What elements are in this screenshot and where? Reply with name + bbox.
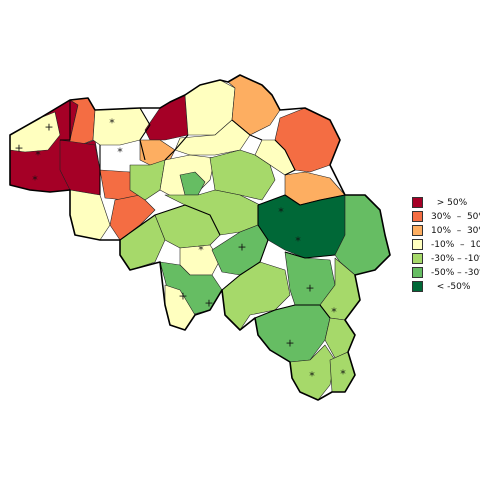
marker-plus: + xyxy=(204,297,213,310)
country-border xyxy=(9,74,391,401)
region-east-flanders-n xyxy=(92,107,151,146)
legend-row: 30% – 50% xyxy=(412,210,480,224)
legend-label: < -50% xyxy=(431,281,471,292)
legend-swatch xyxy=(412,253,423,265)
map-legend: > 50% 30% – 50% 10% – 30% -10% – 10% -30… xyxy=(412,196,480,294)
marker-star: * xyxy=(340,368,346,381)
marker-star: * xyxy=(198,244,204,257)
legend-row: -30% – -10% xyxy=(412,252,480,266)
marker-plus: + xyxy=(237,241,246,254)
legend-row: -10% – 10% xyxy=(412,238,480,252)
marker-star: * xyxy=(32,174,38,187)
legend-label: 30% – 50% xyxy=(431,211,480,222)
legend-swatch xyxy=(412,281,423,293)
marker-plus: + xyxy=(285,337,294,350)
legend-swatch xyxy=(412,197,423,209)
legend-label: -30% – -10% xyxy=(431,253,480,264)
legend-row: 10% – 30% xyxy=(412,224,480,238)
legend-label: -50% – -30% xyxy=(431,267,480,278)
legend-swatch xyxy=(412,267,423,279)
legend-label: -10% – 10% xyxy=(431,239,480,250)
legend-swatch xyxy=(412,239,423,251)
map-markers: * * * * + + * * * + + + + * + * * xyxy=(14,117,346,383)
legend-swatch xyxy=(412,225,423,237)
province-border-flanders xyxy=(60,100,296,195)
marker-star: * xyxy=(331,306,337,319)
marker-star: * xyxy=(295,235,301,248)
marker-plus: + xyxy=(44,121,53,134)
marker-plus: + xyxy=(14,142,23,155)
marker-star: * xyxy=(109,117,115,130)
marker-star: * xyxy=(278,206,284,219)
legend-row: -50% – -30% xyxy=(412,266,480,280)
legend-label: 10% – 30% xyxy=(431,225,480,236)
marker-plus: + xyxy=(305,282,314,295)
legend-label: > 50% xyxy=(431,197,468,208)
marker-plus: + xyxy=(178,290,187,303)
region-wflanders-yellow xyxy=(69,189,111,241)
region-east-flanders-red xyxy=(144,94,189,141)
legend-row: > 50% xyxy=(412,196,480,210)
marker-star: * xyxy=(117,146,123,159)
region-brussels-green xyxy=(179,171,206,196)
map-regions xyxy=(9,74,391,401)
marker-star: * xyxy=(309,370,315,383)
legend-row: < -50% xyxy=(412,280,480,294)
legend-swatch xyxy=(412,211,423,223)
province-border-wallonia xyxy=(119,194,346,319)
marker-star: * xyxy=(35,149,41,162)
